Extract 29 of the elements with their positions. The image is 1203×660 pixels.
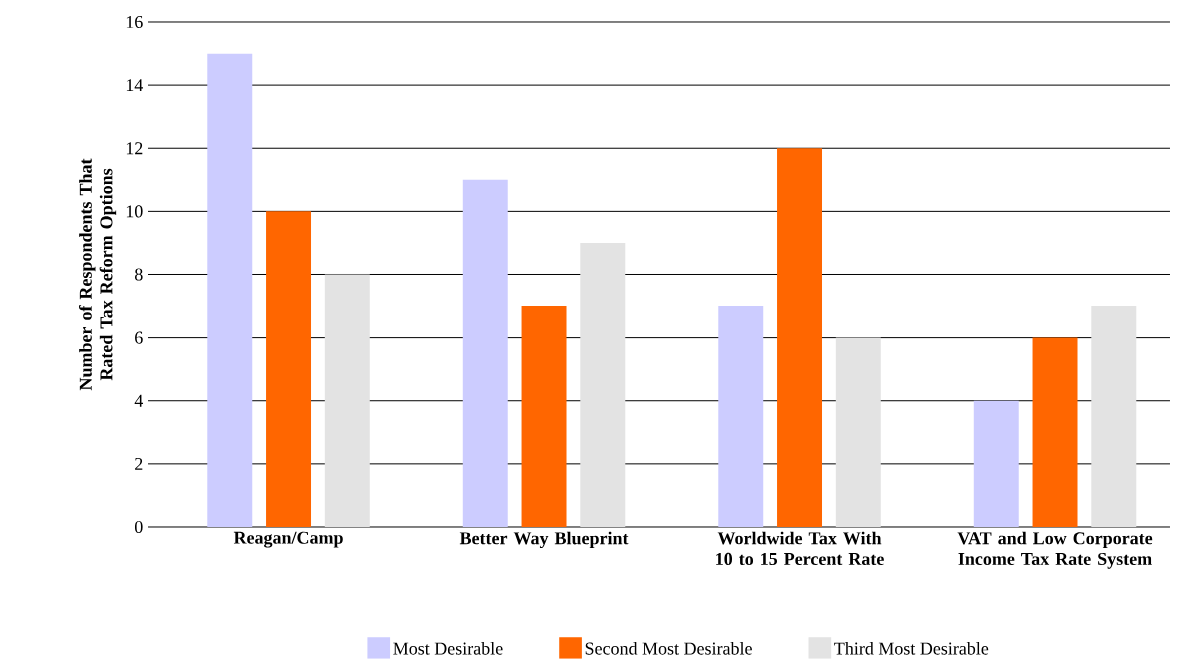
bar — [1032, 337, 1078, 527]
legend-label: Third Most Desirable — [834, 641, 989, 655]
x-tick-label: VAT and Low Corporate Income Tax Rate System — [957, 531, 1153, 569]
y-tick-label: 4 — [134, 394, 144, 407]
bar — [266, 211, 312, 527]
y-tick-label: 16 — [126, 15, 143, 29]
bar — [324, 274, 370, 527]
y-tick-label: 12 — [126, 142, 143, 155]
bar — [718, 306, 764, 527]
legend-label: Most Desirable — [393, 641, 503, 655]
y-tick-label: 2 — [135, 457, 143, 470]
y-tick-label: 0 — [134, 520, 143, 534]
bar — [207, 53, 253, 527]
x-tick-label: Reagan/Camp — [233, 531, 343, 548]
y-tick-label: 8 — [134, 268, 143, 281]
bar — [973, 400, 1019, 527]
bar — [580, 242, 626, 527]
bar — [835, 337, 881, 527]
y-tick-label: 14 — [126, 79, 144, 92]
bar — [462, 179, 508, 527]
y-axis-title: Number of Respondents That Rated Tax Reform Options — [78, 158, 117, 391]
bar — [1091, 306, 1137, 527]
x-tick-label: Better Way Blueprint — [459, 531, 629, 549]
bar — [521, 306, 567, 527]
y-tick-label: 6 — [135, 331, 143, 344]
y-tick-label: 10 — [126, 205, 143, 218]
legend-label: Second Most Desirable — [585, 641, 752, 655]
x-tick-label: Worldwide Tax With 10 to 15 Percent Rate — [716, 531, 884, 566]
bar — [777, 148, 823, 527]
